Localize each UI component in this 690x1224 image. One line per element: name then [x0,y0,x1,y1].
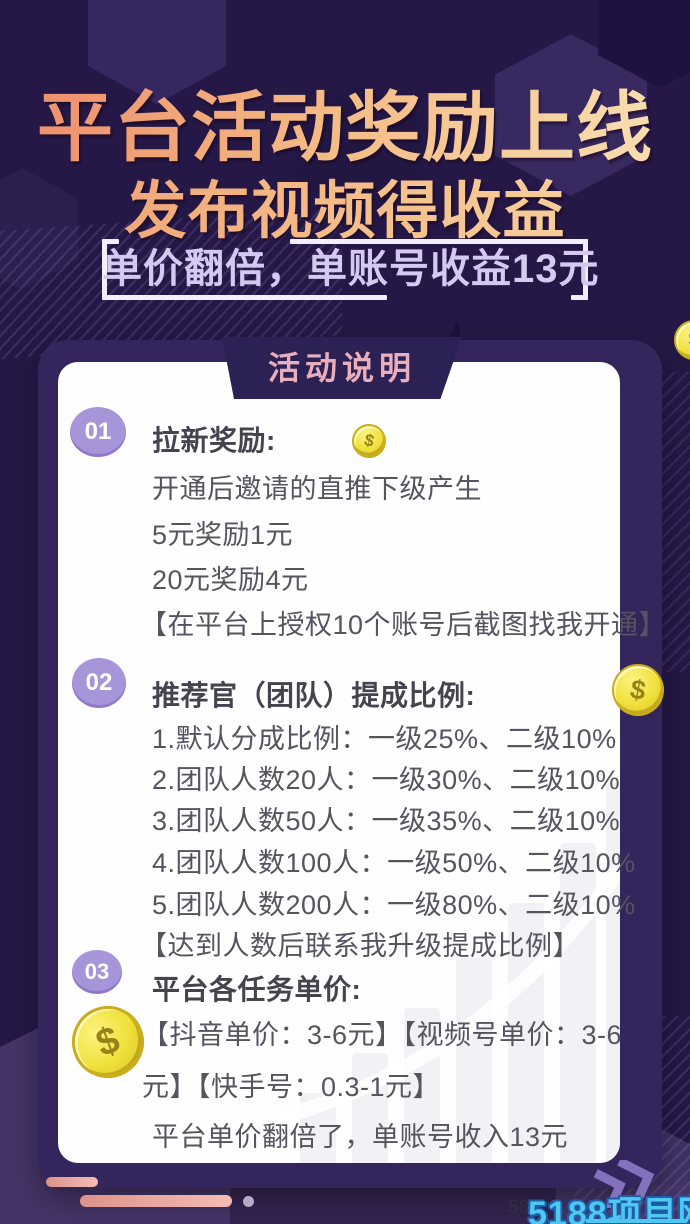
highlight-box: 单价翻倍，单账号收益13元 [102,239,600,300]
chart-bar-decor [560,843,596,1163]
growth-chart-watermark [58,362,620,1163]
bracket-frame-decor [583,239,588,300]
bracket-frame-decor [102,239,107,300]
section-line: 【抖音单价：3-6元】【视频号单价：3-6 [142,1020,623,1050]
section-number-badge: 03 [72,950,122,994]
section-number-badge: 01 [70,407,126,457]
bracket-frame-decor [571,295,588,300]
section-line: 4.团队人数100人：一级50%、二级10% [152,848,636,878]
section-heading: 推荐官（团队）提成比例: [152,680,476,711]
poster-title: 平台活动奖励上线 [0,66,690,176]
section-line: 元】【快手号：0.3-1元】 [142,1072,441,1102]
section-line: 5元奖励1元 [152,520,294,550]
bracket-frame-decor [290,239,576,244]
coin-icon: $ [674,320,690,360]
section-line: 平台单价翻倍了，单账号收入13元 [152,1122,569,1152]
bracket-frame-decor [102,239,119,244]
chevrons-icon [594,1160,655,1208]
card-banner: 活动说明 [222,337,462,399]
bracket-frame-decor [115,295,387,300]
chart-bar-decor [508,903,544,1163]
highlight-box-text: 单价翻倍，单账号收益13元 [102,247,600,291]
section-line: 3.团队人数50人：一级35%、二级10% [152,806,621,836]
section-heading: 拉新奖励: [152,425,276,456]
bracket-frame-decor [102,295,119,300]
bracket-frame-decor [571,239,588,244]
section-line: 20元奖励4元 [152,565,309,595]
growth-arrow-decor [275,866,620,1125]
section-line: 5.团队人数200人：一级80%、二级10% [152,890,636,920]
section-line: 1.默认分成比例：一级25%、二级10% [152,724,617,754]
poster-subtitle: 发布视频得收益 [0,160,690,250]
section-number-badge: 02 [72,658,126,708]
dot-decor [243,1196,254,1207]
small-watermark: 58 [508,1197,530,1218]
chart-bar-decor [456,958,492,1163]
chart-bar-decor [404,1008,440,1163]
watermark-underline-decor [586,1219,686,1223]
section-line: 开通后邀请的直推下级产生 [152,474,482,504]
pink-bar-decor [80,1195,232,1207]
section-line: 【在平台上授权10个账号后截图找我开通】 [140,610,667,640]
section-heading: 平台各任务单价: [152,974,362,1005]
pink-bar-decor [46,1177,98,1187]
section-line: 【达到人数后联系我升级提成比例】 [140,931,580,961]
section-line: 2.团队人数20人：一级30%、二级10% [152,765,621,795]
